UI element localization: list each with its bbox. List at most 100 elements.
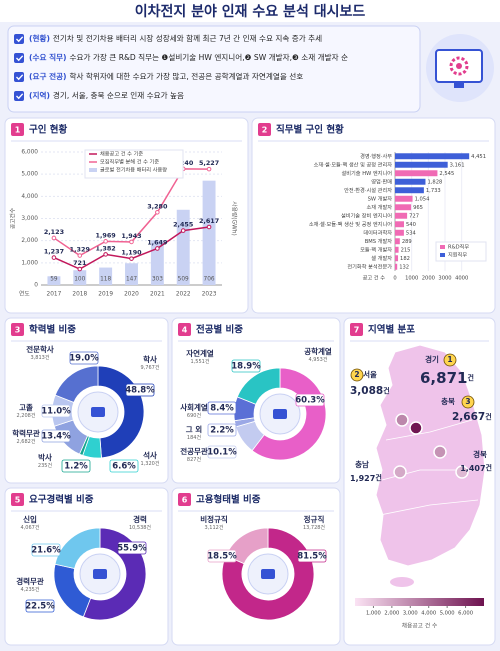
bar-value-label: 147: [126, 277, 137, 283]
category-label: 학력무관: [12, 428, 40, 438]
line-value-label: 2,123: [44, 228, 64, 236]
line-point: [206, 224, 212, 230]
bar: [47, 276, 61, 285]
rank-number: 3: [465, 397, 470, 406]
bar-value-label: 965: [413, 205, 423, 211]
category-label: 학사: [143, 354, 157, 364]
panel-title: 전공별 비중: [196, 324, 243, 336]
y-tick-label: 전기화학 분석전문가: [347, 262, 392, 270]
percent-label: 48.8%: [125, 386, 155, 396]
line-value-label: 721: [73, 259, 86, 267]
count-label: 184건: [187, 434, 202, 441]
bar-value-label: 100: [74, 277, 85, 283]
bar-value-label: 4,451: [471, 154, 486, 160]
y-tick-label: 경영·행정·사무: [360, 152, 392, 160]
category-label: 사회계열: [180, 402, 208, 412]
check-icon: [14, 34, 24, 44]
count-label: 2,682건: [17, 438, 36, 445]
region-value: 3,088건: [350, 385, 390, 397]
percent-box: [207, 445, 237, 459]
bullet-tag: (수요 직무): [29, 52, 67, 62]
donut-segment: [221, 527, 315, 621]
legend-box: [84, 149, 184, 179]
y2-axis-label: 사용량(GWh): [231, 201, 239, 235]
count-label: 13,728건: [303, 524, 325, 531]
count-label: 9,767건: [141, 364, 160, 371]
bar-value-label: 727: [409, 213, 419, 219]
region-value: 1,927건: [350, 473, 382, 483]
y-tick-label: 데이터과학자: [363, 228, 392, 236]
legend-swatch: [89, 168, 97, 172]
y-tick-label: 소재·셀·모듈·팩 생산 및 공정 엔지니어: [309, 220, 392, 228]
category-label: 정규직: [304, 514, 325, 524]
y-tick-label: 4,000: [21, 194, 38, 200]
bullet-text: 경기, 서울, 충북 순으로 인재 수요가 높음: [53, 90, 184, 100]
percent-label: 2.2%: [210, 426, 234, 436]
count-label: 3,112건: [205, 524, 224, 531]
region-value-number: 2,667: [452, 411, 485, 423]
bar: [395, 204, 412, 211]
percent-label: 8.4%: [210, 404, 234, 414]
bar: [395, 229, 404, 236]
panel-badge-number: 2: [262, 126, 268, 135]
region-marker: [455, 465, 469, 479]
bar-value-label: 509: [178, 277, 189, 283]
category-label: 자연계열: [186, 348, 214, 358]
percent-label: 22.5%: [25, 602, 55, 612]
panel-title: 지역별 분포: [368, 324, 415, 336]
x-tick-label: 2023: [202, 292, 217, 298]
category-label: 경력: [133, 514, 147, 524]
percent-box: [41, 404, 71, 418]
region-value-number: 6,871: [420, 369, 467, 387]
percent-box: [69, 351, 99, 365]
line-point: [103, 239, 108, 244]
y-tick-label: 안전·환경·시설 관리자: [344, 186, 392, 194]
line-point: [129, 239, 134, 245]
region-marker: [409, 421, 423, 435]
colorbar-tick-label: 5,000: [440, 611, 455, 617]
percent-box: [231, 359, 261, 373]
region-value-number: 1,407: [460, 464, 485, 473]
bar-value-label: 534: [406, 230, 417, 236]
check-icon: [14, 91, 24, 101]
bar-value-label: 132: [399, 264, 409, 270]
bar-value-label: 540: [406, 222, 416, 228]
percent-label: 18.9%: [231, 362, 261, 372]
line-value-label: 2,455: [173, 221, 193, 229]
y-tick-label: 5,000: [21, 172, 38, 178]
legend-label: 채용공고 건 수 기준: [100, 150, 143, 158]
y-tick-label: 2,000: [21, 238, 38, 244]
bullet-text: 전기차 및 전기차용 배터리 시장 성장세와 함께 최근 7년 간 인재 수요 …: [53, 33, 322, 43]
y-tick-label: BMS 개발자: [365, 237, 393, 245]
rank-number: 2: [354, 370, 359, 379]
donut-segment: [54, 527, 101, 569]
region-value-unit: 건: [467, 373, 473, 382]
x-tick-label: 2018: [72, 292, 87, 298]
bar: [73, 270, 87, 285]
count-label: 4,235건: [21, 586, 40, 593]
panel-badge: [258, 123, 271, 136]
legend-swatch: [440, 245, 445, 249]
category-label: 고졸: [19, 403, 33, 412]
bar-value-label: 59: [50, 277, 58, 283]
panel-badge: [11, 493, 24, 506]
percent-box: [41, 429, 71, 443]
bar: [395, 170, 438, 177]
percent-box: [125, 383, 155, 397]
x-tick-label: 2019: [98, 292, 113, 298]
line-value-label: 1,969: [96, 231, 117, 239]
icon-mark: [93, 569, 107, 579]
region-value-unit: 건: [383, 386, 389, 395]
bullet-tag: (요구 전공): [29, 71, 67, 81]
line-point: [206, 166, 212, 172]
count-label: 2,208건: [17, 412, 36, 419]
category-label: 공학계열: [304, 346, 332, 356]
colorbar-tick-label: 4,000: [421, 611, 436, 617]
x-tick-label: 4000: [455, 276, 468, 282]
panel-badge: [178, 323, 191, 336]
percent-box: [207, 549, 237, 563]
category-label: 경력무관: [16, 576, 44, 586]
bullet-text: 학사 학위자에 대한 수요가 가장 많고, 전공은 공학계열과 자연계열을 선호: [70, 71, 304, 81]
region-name: 경북: [473, 449, 487, 459]
region-name: 충남: [355, 459, 369, 469]
